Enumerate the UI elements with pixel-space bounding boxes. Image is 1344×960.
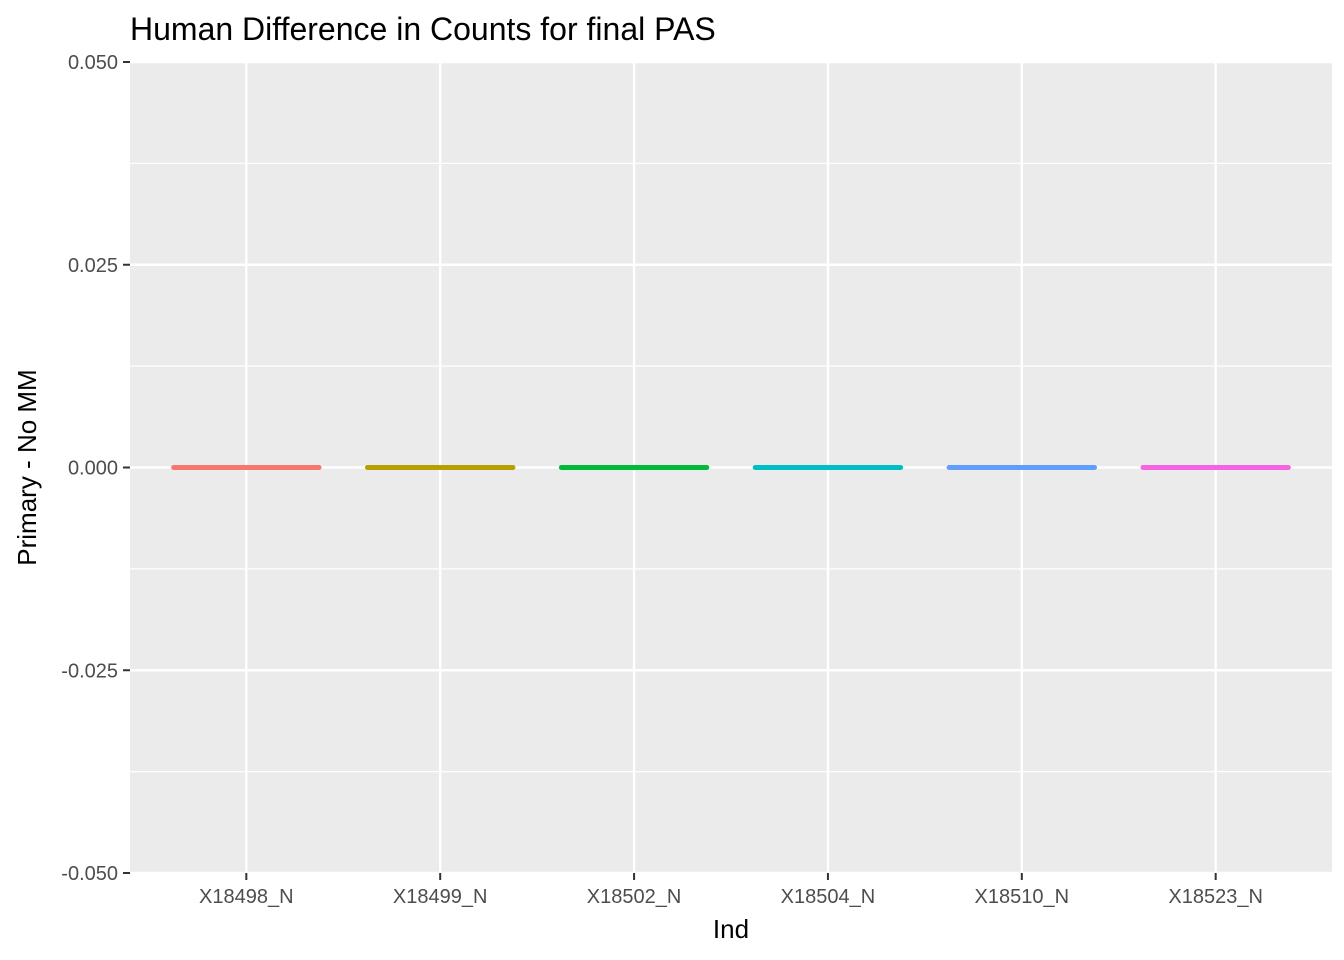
y-tick-label: -0.025 [61,660,118,682]
x-tick-label: X18502_N [587,886,682,908]
x-tick-label: X18523_N [1168,886,1263,908]
y-axis-title: Primary - No MM [12,369,42,565]
x-axis: X18498_N X18499_N X18502_N X18504_N X18510_N… [199,873,1263,908]
x-tick-label: X18504_N [781,886,876,908]
minor-gridlines [130,162,1332,773]
x-tick-label: X18498_N [199,886,294,908]
y-tick-label: 0.000 [68,458,118,480]
y-tick-label: 0.050 [68,52,118,74]
chart-title: Human Difference in Counts for final PAS [130,11,716,47]
y-tick-label: 0.025 [68,255,118,277]
y-axis: -0.050 -0.025 0.000 0.025 0.050 [61,52,130,885]
y-tick-label: -0.050 [61,863,118,885]
x-tick-label: X18499_N [393,886,488,908]
x-tick-label: X18510_N [975,886,1070,908]
x-axis-title: Ind [713,914,749,944]
